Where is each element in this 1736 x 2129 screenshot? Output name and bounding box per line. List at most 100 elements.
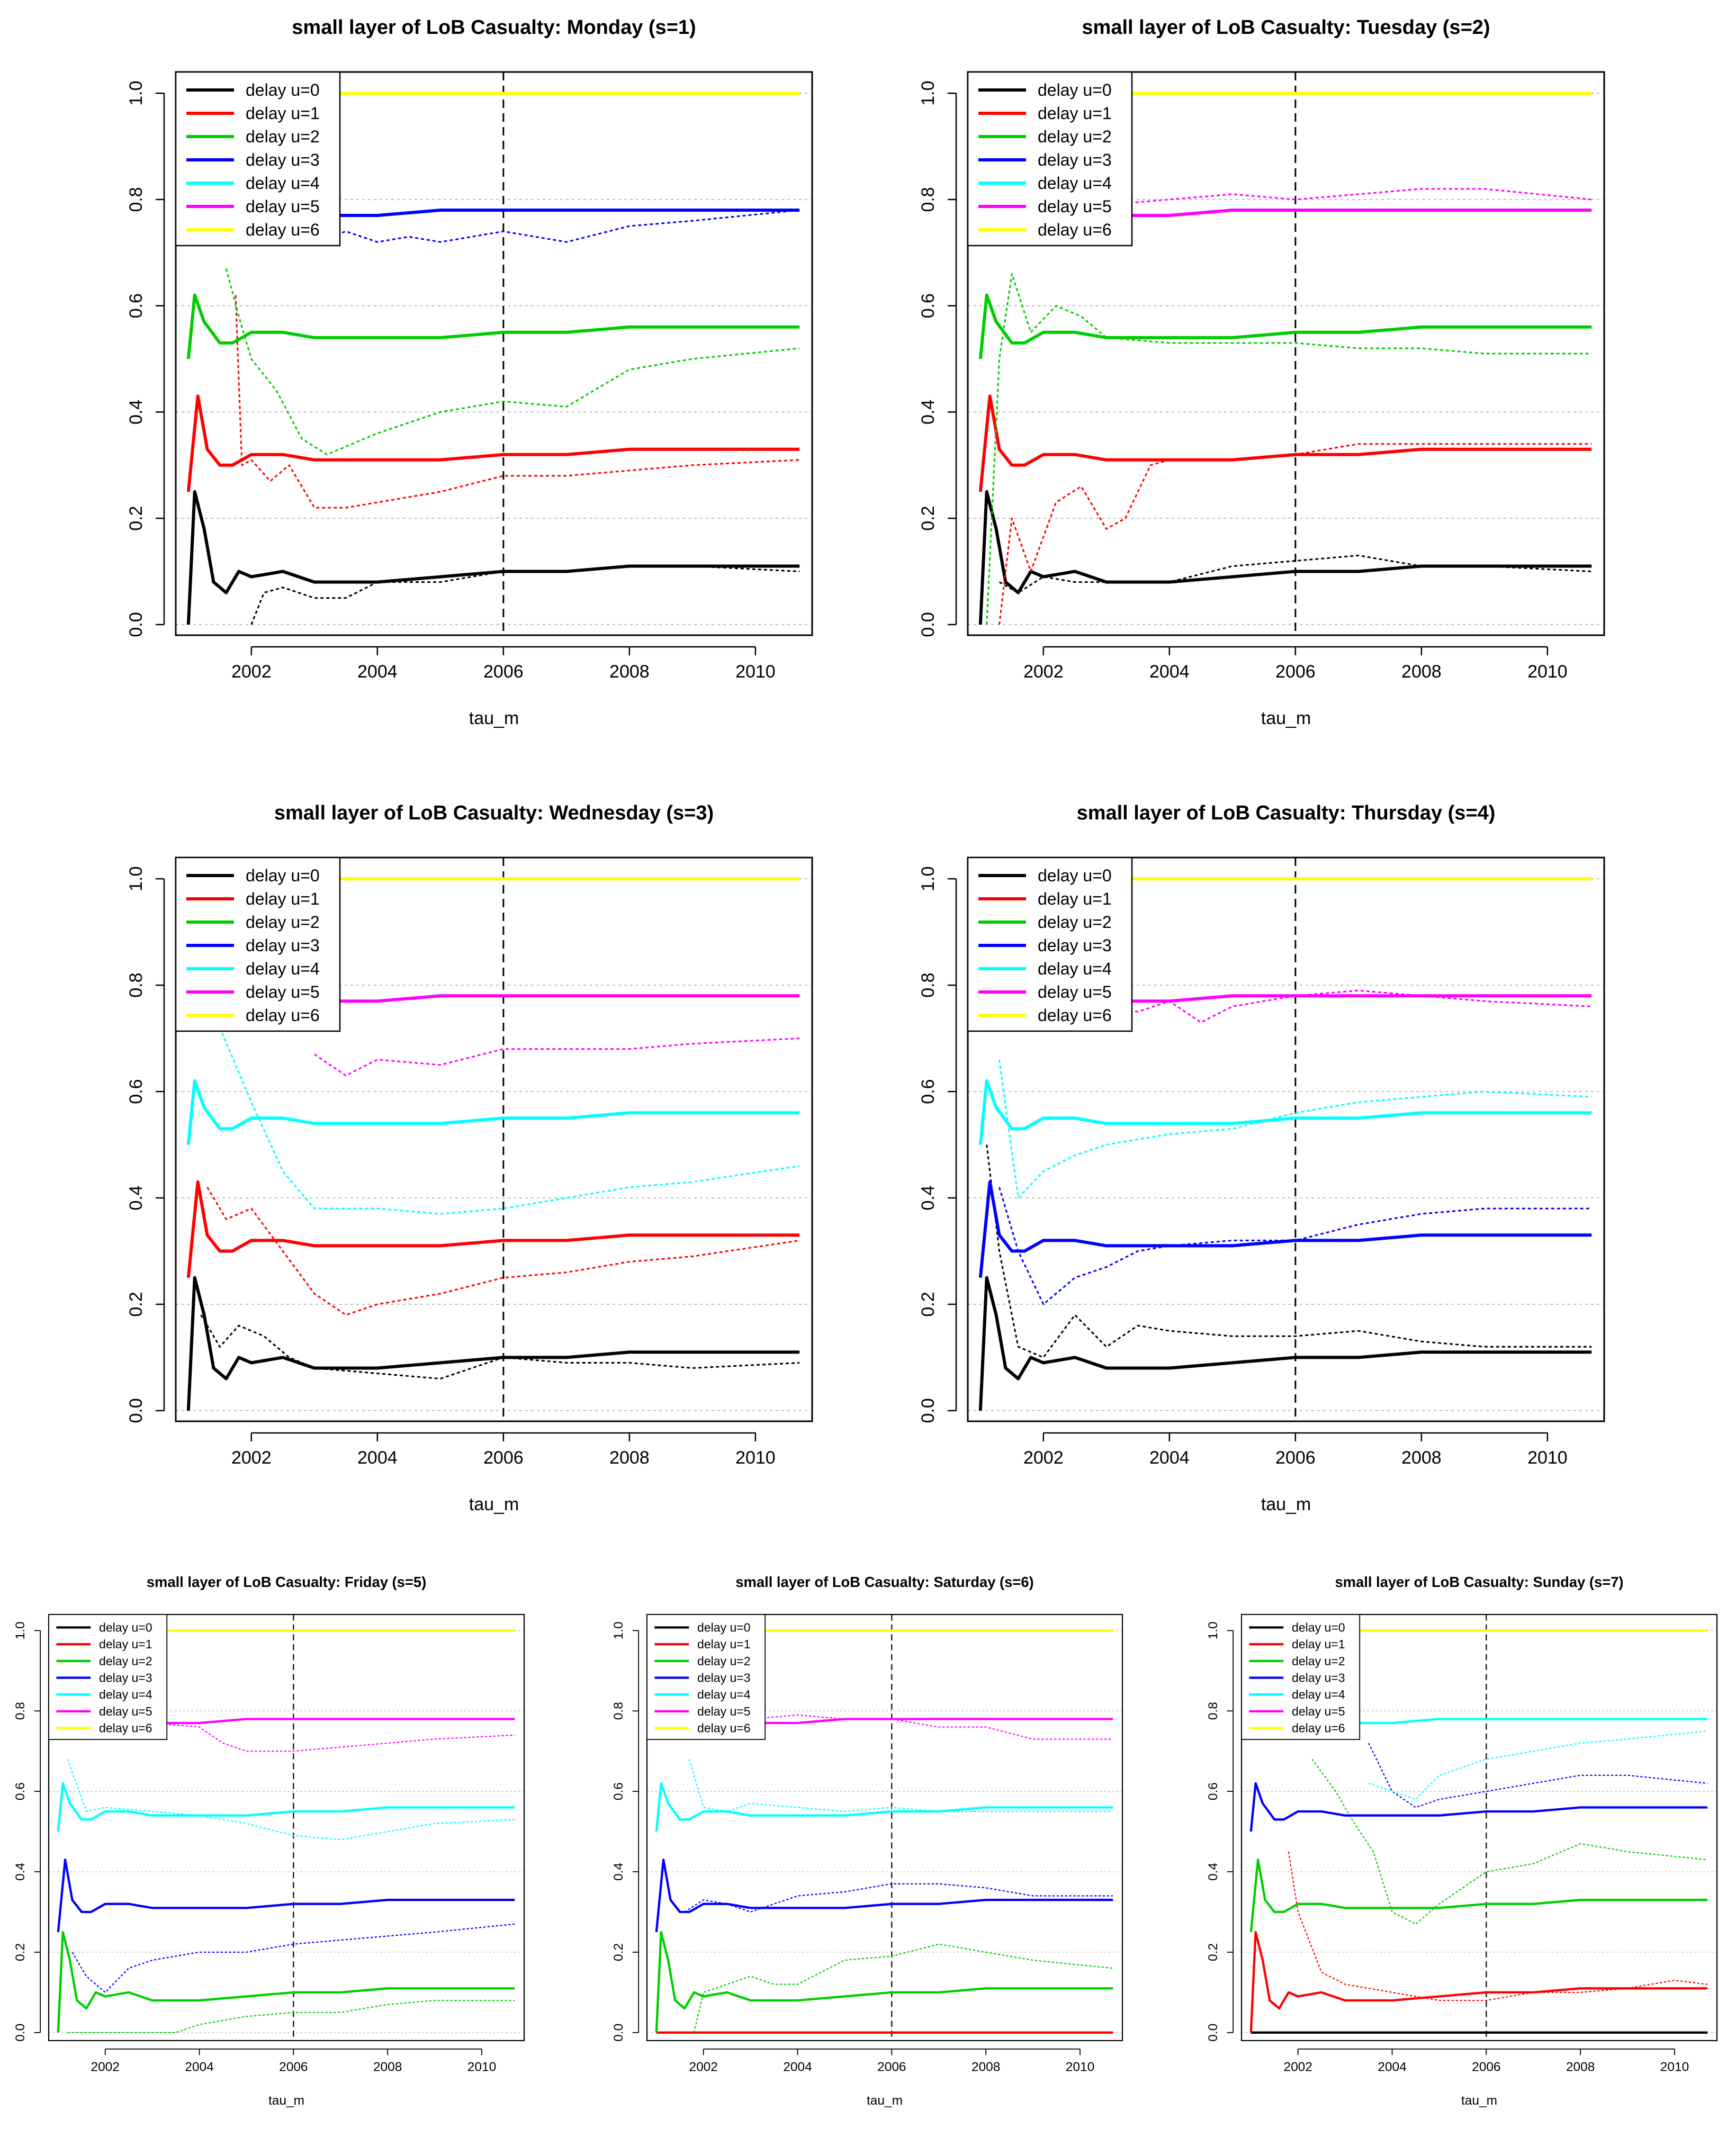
series-line-u3-empirical (684, 1883, 1113, 1913)
legend-label: delay u=2 (1038, 913, 1112, 932)
legend-label: delay u=2 (1292, 1654, 1345, 1668)
legend-label: delay u=4 (246, 959, 320, 978)
series-line-u5 (750, 1718, 1113, 1725)
y-tick-label: 0.0 (918, 1398, 938, 1423)
x-axis-title: tau_m (469, 1494, 519, 1514)
series-line-u5 (1106, 994, 1592, 1003)
legend-label: delay u=5 (697, 1704, 751, 1718)
plot-frame (175, 856, 813, 1422)
series-line-u4 (57, 1782, 515, 1832)
legend-label: delay u=0 (246, 866, 320, 885)
x-tick-label: 2006 (1472, 2060, 1500, 2074)
legend-label: delay u=1 (99, 1637, 152, 1651)
legend-label: delay u=3 (1038, 936, 1112, 955)
legend-label: delay u=4 (99, 1688, 152, 1701)
series-line-u5 (1106, 209, 1592, 217)
y-tick-label: 0.0 (126, 612, 146, 637)
plot-frame (967, 856, 1605, 1422)
x-tick-label: 2010 (1527, 662, 1568, 682)
y-tick-label: 0.2 (1206, 1943, 1220, 1961)
y-tick-label: 0.8 (918, 187, 938, 212)
y-tick-label: 0.0 (918, 612, 938, 637)
y-tick-label: 0.4 (126, 1185, 146, 1210)
series-line-u4-empirical (999, 1059, 1592, 1199)
x-axis-title: tau_m (469, 708, 519, 728)
series-line-u0 (186, 1276, 800, 1411)
series-line-u2-empirical (225, 268, 800, 456)
y-tick-label: 0.6 (918, 293, 938, 318)
y-tick-label: 0.6 (126, 1079, 146, 1104)
series-line-u5 (152, 1718, 515, 1725)
x-tick-label: 2004 (783, 2060, 812, 2074)
y-tick-label: 0.8 (126, 972, 146, 997)
series-line-u2-empirical (986, 273, 1592, 625)
y-tick-label: 0.6 (611, 1782, 626, 1800)
x-tick-label: 2002 (689, 2060, 717, 2074)
series-line-u1 (186, 394, 800, 492)
x-tick-label: 2002 (1023, 662, 1064, 682)
y-tick-label: 0.2 (13, 1943, 28, 1961)
legend-label: delay u=2 (1038, 127, 1112, 146)
legend-label: delay u=1 (697, 1637, 751, 1651)
series-line-u2 (978, 293, 1592, 359)
series-line-u2 (655, 1930, 1113, 2033)
chart-title: small layer of LoB Casualty: Monday (s=1… (292, 16, 696, 39)
x-tick-label: 2004 (185, 2060, 213, 2074)
legend-label: delay u=3 (246, 936, 320, 955)
series-line-u1-empirical (206, 1187, 800, 1316)
y-tick-label: 0.2 (918, 506, 938, 531)
y-tick-label: 0.4 (13, 1863, 28, 1881)
legend-label: delay u=0 (1038, 80, 1112, 100)
legend-label: delay u=0 (99, 1620, 152, 1634)
legend-label: delay u=6 (1038, 1006, 1112, 1025)
legend-label: delay u=4 (1038, 174, 1112, 193)
series-line-u1 (186, 1180, 800, 1278)
chart-title: small layer of LoB Casualty: Sunday (s=7… (1335, 1574, 1623, 1590)
y-tick-label: 0.2 (918, 1292, 938, 1316)
x-tick-label: 2010 (1660, 2060, 1689, 2074)
legend-label: delay u=4 (1292, 1688, 1345, 1701)
x-axis-title: tau_m (867, 2094, 903, 2108)
x-tick-label: 2004 (357, 1448, 398, 1468)
series-line-u5-empirical (313, 1038, 800, 1077)
plot-frame (967, 71, 1605, 636)
x-tick-label: 2006 (483, 1448, 524, 1468)
series-line-u2-empirical (1311, 1758, 1708, 1925)
y-tick-label: 0.8 (1206, 1702, 1220, 1720)
y-tick-label: 1.0 (918, 81, 938, 106)
plot-frame (1240, 1613, 1718, 2042)
x-tick-label: 2002 (1023, 1448, 1064, 1468)
y-tick-label: 0.2 (126, 506, 146, 531)
y-tick-label: 0.4 (126, 400, 146, 425)
x-tick-label: 2006 (279, 2060, 308, 2074)
y-tick-label: 0.4 (918, 400, 938, 425)
legend-label: delay u=1 (246, 889, 320, 908)
legend-label: delay u=6 (246, 1006, 320, 1025)
x-tick-label: 2004 (1149, 1448, 1190, 1468)
series-line-u2-empirical (693, 1943, 1113, 2033)
chart-panel-7: small layer of LoB Casualty: Sunday (s=7… (1206, 1574, 1718, 2108)
y-tick-label: 0.0 (1206, 2024, 1220, 2042)
y-tick-label: 0.4 (918, 1185, 938, 1210)
x-tick-label: 2010 (735, 662, 776, 682)
x-tick-label: 2008 (609, 1448, 650, 1468)
series-line-u0 (978, 490, 1592, 625)
series-line-u0-empirical (999, 554, 1592, 594)
y-tick-label: 0.0 (13, 2024, 28, 2042)
legend-label: delay u=1 (1292, 1637, 1345, 1651)
series-line-u1 (978, 394, 1592, 492)
chart-title: small layer of LoB Casualty: Thursday (s… (1077, 802, 1496, 824)
series-line-u3-empirical (999, 1187, 1592, 1305)
y-tick-label: 0.0 (126, 1398, 146, 1423)
x-tick-label: 2006 (483, 662, 524, 682)
x-tick-label: 2004 (1378, 2060, 1406, 2074)
legend-label: delay u=2 (99, 1654, 152, 1668)
x-tick-label: 2004 (357, 662, 398, 682)
chart-title: small layer of LoB Casualty: Wednesday (… (274, 802, 714, 824)
legend-label: delay u=6 (1292, 1721, 1345, 1735)
chart-panel-4: small layer of LoB Casualty: Thursday (s… (918, 802, 1605, 1514)
legend-box (646, 1614, 766, 1740)
series-line-u4-empirical (688, 1759, 1113, 1812)
y-tick-label: 0.6 (1206, 1782, 1220, 1800)
